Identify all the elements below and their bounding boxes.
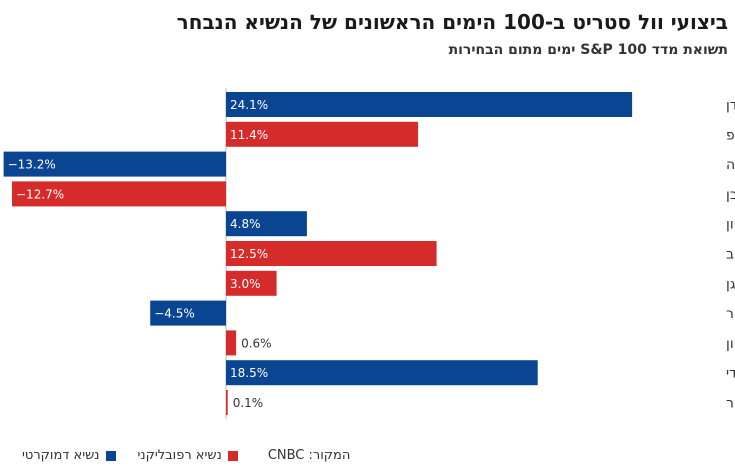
bar-4 [12,181,226,207]
bar-3 [3,151,226,177]
category-label: קרטר [726,306,735,322]
bar-8 [150,300,226,326]
category-label: בוש האב [726,247,735,263]
legend-item-republican: נשיא רפובליקני [138,448,238,463]
data-label: −12.7% [16,187,64,201]
category-label: אובמה [726,157,735,173]
data-label: 0.1% [233,396,264,410]
category-label: ביידן [726,98,735,114]
data-label: 24.1% [230,98,268,112]
bar-9 [226,330,237,356]
bar-5 [226,211,307,237]
chart-title: ביצועי וול סטריט ב-100 הימים הראשונים של… [176,10,728,34]
bar-6 [226,241,437,266]
data-label: −13.2% [8,158,56,172]
category-label: קלינטון [726,217,735,233]
legend-swatch-republican [227,450,238,461]
bar-7 [226,270,277,296]
legend-label-republican: נשיא רפובליקני [137,448,222,463]
category-label: טראמפ [726,127,735,143]
bar-2 [226,121,419,147]
legend: נשיא דמוקרטי נשיא רפובליקני המקור: CNBC [0,448,728,463]
legend-swatch-democrat [105,450,116,461]
data-label: 18.5% [230,366,268,380]
legend-item-democrat: נשיא דמוקרטי [22,448,116,463]
category-label: רייגן [726,276,735,292]
data-label: 0.6% [241,336,272,350]
data-label: 12.5% [230,247,268,261]
bar-11 [226,390,228,415]
category-label: ניקסון [726,336,735,352]
category-label: אייזנהאואר [726,396,735,412]
bar-chart: 24.1% ביידן 11.4% טראמפ −13.2% אובמה −12.7% בוש… [3,88,735,419]
category-label: קנדי [726,366,735,382]
data-label: −4.5% [154,307,195,321]
data-label: 4.8% [230,217,261,231]
chart-subtitle: תשואת מדד S&P 100 ימים מתום הבחירות [448,42,728,58]
source-note: המקור: CNBC [267,448,351,463]
legend-label-democrat: נשיא דמוקרטי [22,448,100,463]
data-label: 11.4% [230,128,268,142]
bar-10 [226,360,538,386]
bar-1 [226,92,633,117]
data-label: 3.0% [230,277,261,291]
category-label: בוש הבן [726,187,735,203]
